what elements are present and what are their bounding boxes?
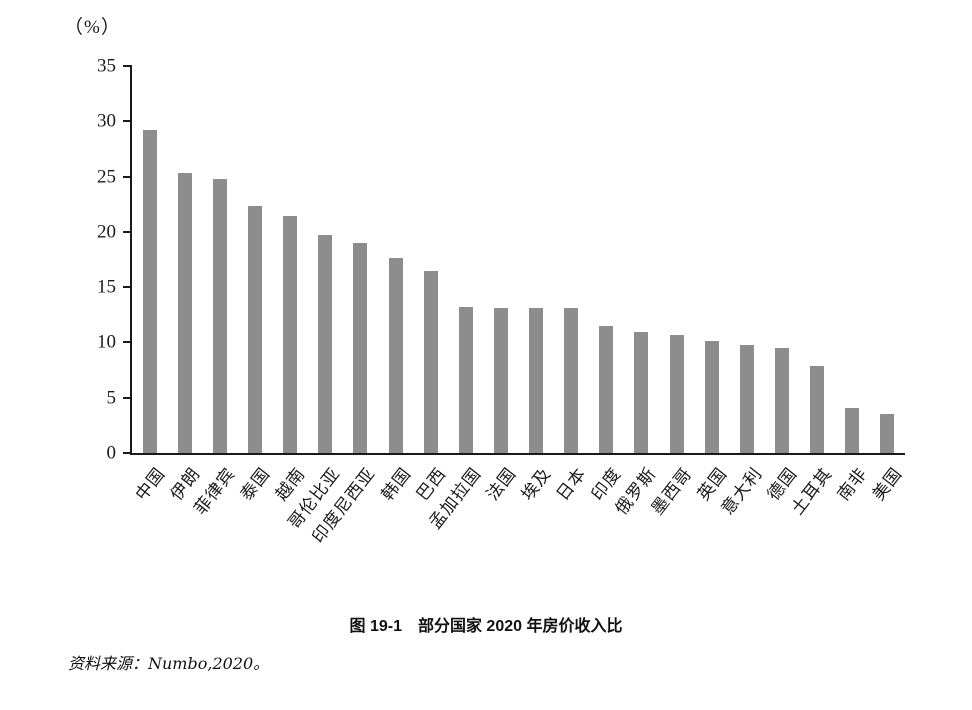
bar bbox=[318, 235, 333, 453]
bar bbox=[564, 308, 579, 453]
bar bbox=[880, 414, 895, 453]
y-tick-label: 0 bbox=[106, 442, 117, 464]
y-tick-label: 35 bbox=[97, 55, 116, 77]
bar bbox=[669, 334, 684, 453]
bar bbox=[739, 344, 754, 453]
bar bbox=[810, 365, 825, 453]
y-tick-mark bbox=[123, 230, 132, 233]
bar bbox=[458, 307, 473, 453]
bar bbox=[599, 325, 614, 453]
y-axis: 0 5 10 15 20 25 30 35 bbox=[97, 57, 905, 463]
bar bbox=[634, 332, 649, 453]
chart-caption: 图 19-1 部分国家 2020 年房价收入比 bbox=[349, 618, 623, 635]
y-tick-label: 30 bbox=[97, 110, 116, 132]
x-axis-label: 美国 bbox=[869, 464, 907, 505]
y-tick-mark bbox=[123, 286, 132, 289]
bar bbox=[212, 178, 227, 453]
bar bbox=[775, 347, 790, 453]
bar bbox=[247, 206, 262, 453]
y-tick-mark bbox=[123, 341, 132, 344]
y-tick-mark bbox=[123, 120, 132, 123]
y-tick-mark bbox=[123, 452, 132, 454]
bar bbox=[283, 216, 298, 453]
bars-container bbox=[132, 66, 905, 453]
bar bbox=[423, 270, 438, 453]
x-axis-label: 埃及 bbox=[517, 464, 555, 505]
bar bbox=[704, 341, 719, 453]
y-tick-label: 15 bbox=[97, 276, 116, 298]
bar bbox=[353, 242, 368, 453]
source-note: 资料来源：Numbo,2020。 bbox=[68, 654, 270, 673]
x-axis-label: 日本 bbox=[552, 464, 591, 505]
bar bbox=[529, 308, 544, 453]
x-axis-label: 泰国 bbox=[236, 464, 274, 505]
bar bbox=[493, 308, 508, 453]
y-tick-label: 10 bbox=[97, 331, 116, 353]
y-tick-mark bbox=[123, 396, 132, 399]
bar bbox=[845, 407, 860, 453]
x-axis-label: 韩国 bbox=[377, 464, 415, 505]
bar bbox=[388, 258, 403, 453]
x-axis-labels: 中国 伊朗 菲律宾 泰国 越南 哥伦比亚 印度尼西亚 韩国 巴西 孟加拉国 法国 埃及 日本 印度 俄罗斯墨… bbox=[131, 453, 907, 583]
y-tick-label: 5 bbox=[106, 387, 117, 409]
y-tick-label: 20 bbox=[97, 221, 116, 243]
plot-area: 0 5 10 15 20 25 30 35 中国 伊朗 菲律宾 泰国 越南 哥伦比亚 印度尼西亚 韩国 巴西孟… bbox=[97, 57, 906, 547]
bar bbox=[142, 130, 157, 453]
x-axis-label: 中国 bbox=[131, 464, 169, 505]
bar bbox=[177, 173, 192, 453]
x-axis-label: 法国 bbox=[482, 464, 520, 505]
y-tick-mark bbox=[123, 65, 132, 67]
y-tick-label: 25 bbox=[97, 166, 116, 188]
x-axis-label: 南非 bbox=[834, 464, 872, 505]
y-tick-mark bbox=[123, 175, 132, 178]
y-axis-unit-label: （%） bbox=[64, 17, 121, 38]
